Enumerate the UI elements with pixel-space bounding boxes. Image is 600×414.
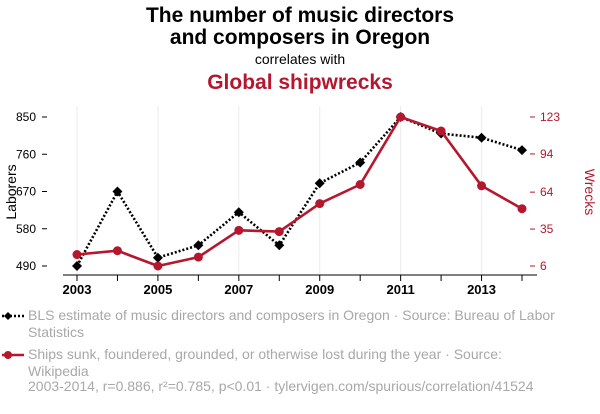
legend-text-wrecks: Ships sunk, foundered, grounded, or othe… [28, 346, 502, 379]
y-right-tick-label-123: 123 [540, 110, 560, 124]
wrecks-point-2012 [436, 126, 446, 136]
laborers-point-2005 [152, 252, 163, 263]
wrecks-point-2009 [315, 199, 325, 209]
chart-subtitle: Global shipwrecks [207, 71, 393, 94]
y-left-tick-label-760: 760 [16, 147, 36, 161]
chart: The number of music directors and compos… [3, 4, 598, 297]
y-left-tick-label-850: 850 [16, 110, 36, 124]
y-right-tick-label-6: 6 [540, 259, 547, 273]
laborers-point-2006 [193, 240, 204, 251]
y-right-tick-label-35: 35 [540, 222, 554, 236]
x-tick-label-2007: 2007 [224, 282, 253, 297]
y-left-tick-label-670: 670 [16, 185, 36, 199]
wrecks-point-2011 [396, 112, 406, 122]
laborers-point-2009 [314, 178, 325, 189]
legend-marker-wrecks [2, 351, 24, 359]
laborers-point-2003 [72, 261, 82, 271]
y-right-tick-label-64: 64 [540, 185, 554, 199]
footer-stats: 2003-2014, r=0.886, r²=0.785, p<0.01 · t… [28, 378, 534, 394]
x-tick-label-2003: 2003 [63, 282, 92, 297]
laborers-point-2004 [112, 186, 123, 197]
wrecks-point-2006 [193, 252, 203, 262]
wrecks-point-2008 [274, 227, 284, 237]
y-left-tick-label-580: 580 [16, 222, 36, 236]
legend-text-laborers: BLS estimate of music directors and comp… [28, 307, 555, 340]
y-right-tick-label-94: 94 [540, 147, 554, 161]
wrecks-point-2014 [517, 204, 527, 214]
series [72, 112, 527, 271]
x-tick-label-2005: 2005 [143, 282, 172, 297]
grid [76, 106, 483, 274]
wrecks-point-2005 [153, 261, 163, 271]
series-line-laborers [75, 115, 523, 267]
y-left-axis-label: Laborers [3, 164, 19, 219]
wrecks-point-2007 [234, 225, 244, 235]
wrecks-point-2013 [477, 181, 487, 191]
correlates-with-text: correlates with [255, 51, 345, 67]
chart-title-line-1: The number of music directors [146, 4, 454, 27]
x-tick-label-2011: 2011 [387, 282, 415, 297]
laborers-point-2007 [233, 207, 244, 218]
laborers-point-2013 [476, 132, 487, 143]
y-left-tick-label-490: 490 [16, 259, 36, 273]
chart-title-line-2: and composers in Oregon [170, 26, 430, 49]
series-line-wrecks [76, 115, 523, 268]
x-tick-label-2009: 2009 [305, 282, 334, 297]
y-right-axis-label: Wrecks [582, 169, 598, 215]
legend-marker-laborers [2, 312, 24, 320]
laborers-point-2010 [355, 157, 366, 168]
laborers-point-2014 [517, 145, 527, 156]
wrecks-point-2004 [112, 246, 122, 256]
laborers-point-2008 [274, 240, 285, 251]
wrecks-point-2003 [72, 250, 82, 260]
axes: 2003 2005 2007 2009 2011 2013 850 760 670 580 490 1… [16, 110, 560, 297]
wrecks-point-2010 [355, 179, 365, 189]
x-tick-label-2013: 2013 [467, 282, 496, 297]
